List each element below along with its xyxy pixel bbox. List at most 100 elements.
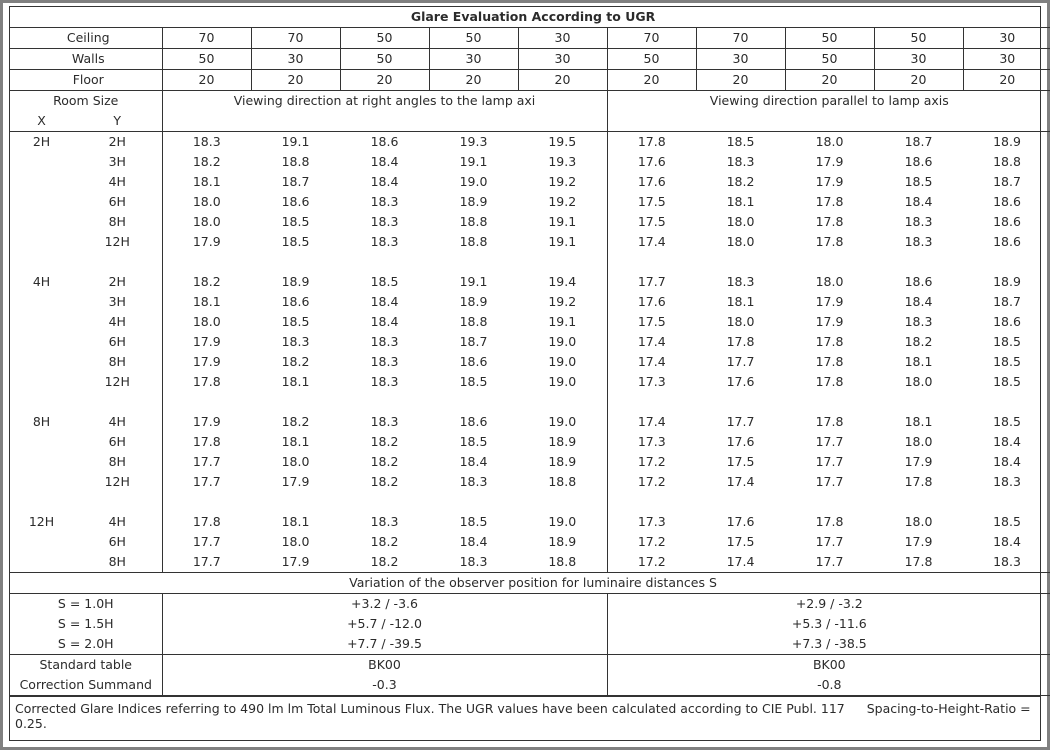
table-row: 8H 18.0 18.5 18.3 18.8 19.1 17.5 18.0 17…: [10, 212, 1050, 232]
row-y-label: 8H: [108, 214, 126, 229]
ugr-value: 18.4: [993, 434, 1021, 449]
ugr-value: 18.0: [726, 234, 755, 249]
ugr-value: 18.0: [161, 312, 251, 332]
ugr-value: 17.5: [606, 192, 696, 212]
ugr-value: 18.5: [459, 514, 488, 529]
ugr-value: 18.2: [281, 414, 310, 429]
ugr-value: 18.3: [370, 334, 399, 349]
ugr-value: 17.9: [815, 154, 844, 169]
reflectance-row-ceiling: Ceiling 70 70 50 50 30 70 70 50 50 30: [10, 27, 1050, 49]
ugr-value: 18.8: [518, 552, 607, 573]
ugr-value: 18.2: [370, 454, 399, 469]
row-y-label: 4H: [108, 414, 126, 429]
ugr-value: 18.3: [370, 214, 399, 229]
ugr-value: 17.2: [606, 532, 696, 552]
ugr-value: 19.1: [548, 234, 577, 249]
direction-header-perpendicular: Viewing direction at right angles to the…: [161, 90, 607, 111]
ugr-value: 17.5: [606, 312, 696, 332]
table-row: 3H 18.2 18.8 18.4 19.1 19.3 17.6 18.3 17…: [10, 152, 1050, 172]
variation-value-parallel: +5.3 / -11.6: [606, 614, 1050, 634]
table-row: 4H 2H 18.2 18.9 18.5 19.1 19.4 17.7 18.3…: [10, 272, 1050, 292]
ugr-value: 17.7: [815, 474, 844, 489]
cell-walls-7: 30: [695, 48, 785, 70]
ugr-value: 17.4: [606, 232, 696, 252]
ugr-value: 17.7: [161, 552, 251, 573]
ugr-value: 18.1: [904, 414, 933, 429]
ugr-value: 17.4: [606, 332, 696, 352]
cell-floor-10: 20: [962, 69, 1050, 91]
reflectance-row-walls: Walls 50 30 50 30 30 50 30 50 30 30: [10, 48, 1050, 70]
ugr-value: 18.4: [459, 454, 488, 469]
ugr-value: 18.7: [904, 134, 933, 149]
ugr-value: 17.9: [161, 352, 251, 372]
table-row: 4H 18.0 18.5 18.4 18.8 19.1 17.5 18.0 17…: [10, 312, 1050, 332]
ugr-value: 18.4: [904, 294, 933, 309]
ugr-value: 17.9: [904, 454, 933, 469]
cell-ceiling-9: 50: [873, 27, 963, 49]
room-size-x-label: X: [10, 111, 73, 132]
ugr-value: 17.8: [161, 372, 251, 392]
ugr-value: 17.8: [161, 512, 251, 532]
row-y-label: 6H: [108, 334, 126, 349]
ugr-value: 18.3: [370, 414, 399, 429]
variation-heading-row: Variation of the observer position for l…: [10, 572, 1050, 594]
ugr-value: 18.9: [459, 194, 488, 209]
ugr-value: 18.0: [161, 212, 251, 232]
standard-table-parallel: BK00: [606, 654, 1050, 675]
ugr-value: 18.1: [161, 172, 251, 192]
ugr-value: 18.2: [161, 272, 251, 292]
footer-note-ratio: Spacing-to-Height-Ratio = 0.25.: [15, 701, 1031, 731]
row-y-label: 3H: [108, 294, 126, 309]
ugr-value: 17.7: [815, 534, 844, 549]
ugr-value: 19.2: [548, 174, 577, 189]
correction-summand-label: Correction Summand: [10, 675, 162, 696]
ugr-value: 18.2: [161, 152, 251, 172]
cell-floor-2: 20: [250, 69, 340, 91]
block-x-label: [10, 352, 73, 372]
ugr-value: 18.8: [459, 314, 488, 329]
ugr-value: 18.0: [904, 434, 933, 449]
variation-value-parallel: +7.3 / -38.5: [606, 634, 1050, 655]
ugr-value: 18.0: [726, 314, 755, 329]
ugr-value: 18.9: [548, 454, 577, 469]
ugr-value: 18.5: [459, 374, 488, 389]
table-row: 12H 4H 17.8 18.1 18.3 18.5 19.0 17.3 17.…: [10, 512, 1050, 532]
ugr-value: 17.7: [161, 532, 251, 552]
ugr-value: 18.4: [459, 534, 488, 549]
variation-label: S = 1.0H: [57, 596, 114, 611]
ugr-value: 19.1: [459, 274, 488, 289]
row-y-label: 2H: [108, 274, 126, 289]
ugr-value: 18.4: [370, 154, 399, 169]
ugr-value: 18.3: [904, 314, 933, 329]
ugr-value: 18.7: [281, 174, 310, 189]
ugr-value: 18.4: [370, 294, 399, 309]
ugr-value: 17.8: [874, 552, 963, 573]
ugr-value: 19.0: [548, 334, 577, 349]
ugr-value: 18.9: [993, 274, 1021, 289]
ugr-value: 17.7: [815, 454, 844, 469]
ugr-value: 18.2: [281, 354, 310, 369]
ugr-value: 18.5: [993, 414, 1021, 429]
row-y-label: 12H: [104, 374, 130, 389]
standard-table-perpendicular: BK00: [161, 654, 607, 675]
ugr-value: 18.6: [281, 194, 310, 209]
table-row: 12H 17.8 18.1 18.3 18.5 19.0 17.3 17.6 1…: [10, 372, 1050, 392]
variation-row: S = 2.0H +7.7 / -39.5 +7.3 / -38.5: [10, 634, 1050, 655]
ugr-value: 17.7: [161, 452, 251, 472]
ugr-value: 18.1: [161, 292, 251, 312]
direction-header-parallel-spacer: [606, 111, 1050, 132]
table-row: 6H 17.7 18.0 18.2 18.4 18.9 17.2 17.5 17…: [10, 532, 1050, 552]
table-row: 6H 18.0 18.6 18.3 18.9 19.2 17.5 18.1 17…: [10, 192, 1050, 212]
ugr-value: 18.0: [815, 274, 844, 289]
row-y-label: 2H: [108, 134, 126, 149]
ugr-value: 18.8: [459, 214, 488, 229]
cell-walls-8: 50: [784, 48, 874, 70]
cell-walls-10: 30: [962, 48, 1050, 70]
block-x-label: [10, 472, 73, 492]
ugr-value: 17.8: [726, 334, 755, 349]
ugr-value: 18.0: [161, 192, 251, 212]
ugr-value: 18.6: [993, 314, 1021, 329]
ugr-value: 18.4: [370, 314, 399, 329]
ugr-value: 17.3: [606, 372, 696, 392]
